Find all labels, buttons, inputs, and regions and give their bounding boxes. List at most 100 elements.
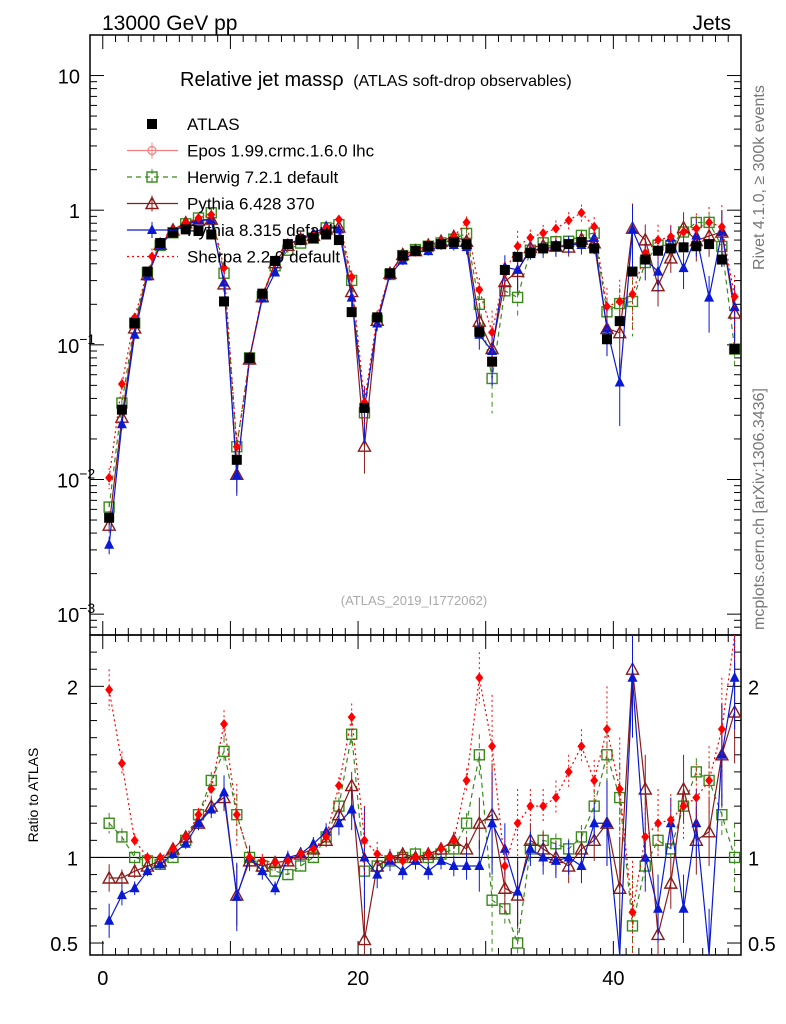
ratio-y-tick-label-right: 0.5 xyxy=(748,934,776,956)
marker-filled-triangle xyxy=(640,851,651,862)
marker-open-triangle xyxy=(663,875,678,889)
marker-filled-triangle xyxy=(678,262,689,273)
marker-filled-triangle xyxy=(129,328,140,339)
marker-filled-diamond xyxy=(730,291,739,302)
marker-filled-triangle xyxy=(589,817,600,828)
marker-filled-square xyxy=(295,235,306,246)
marker-filled-triangle xyxy=(589,231,600,242)
legend-label: Epos 1.99.crmc.1.6.0 lhc xyxy=(187,142,375,161)
marker-filled-triangle xyxy=(231,890,242,901)
marker-filled-diamond xyxy=(181,831,190,842)
marker-open-square xyxy=(690,766,703,778)
marker-filled-square xyxy=(129,318,140,329)
marker-filled-diamond xyxy=(194,212,203,223)
marker-filled-diamond xyxy=(296,849,305,860)
marker-filled-square xyxy=(231,454,242,465)
marker-filled-diamond xyxy=(551,223,560,234)
marker-filled-diamond xyxy=(526,801,535,812)
marker-filled-diamond xyxy=(232,441,241,452)
header-right: Jets xyxy=(692,12,731,35)
y-tick-label-exponent: −2 xyxy=(79,465,95,481)
marker-filled-diamond xyxy=(539,801,548,812)
chart-title-sub: (ATLAS soft-drop observables) xyxy=(353,73,571,90)
marker-filled-square xyxy=(691,241,702,252)
marker-filled-diamond xyxy=(628,289,637,300)
marker-filled-diamond xyxy=(577,207,586,218)
marker-filled-square xyxy=(474,326,485,337)
marker-filled-diamond xyxy=(641,831,650,842)
marker-open-triangle xyxy=(612,325,627,339)
ratio-y-tick-label-left: 2 xyxy=(67,677,78,699)
marker-open-triangle xyxy=(357,932,372,946)
marker-open-square xyxy=(716,808,728,821)
marker-filled-diamond xyxy=(679,801,688,812)
marker-filled-triangle xyxy=(397,865,408,876)
y-tick-label: 10−3 xyxy=(57,600,95,627)
marker-filled-square xyxy=(487,356,498,367)
legend-label: Pythia 8.315 default xyxy=(187,221,338,240)
marker-filled-square xyxy=(384,268,395,279)
marker-filled-diamond xyxy=(334,780,343,791)
chart-title: Relative jet massρ (ATLAS soft-drop obse… xyxy=(180,69,572,91)
marker-filled-triangle xyxy=(333,817,344,828)
marker-filled-triangle xyxy=(627,223,638,234)
marker-filled-square xyxy=(219,296,230,307)
marker-filled-diamond xyxy=(615,296,624,307)
marker-filled-diamond xyxy=(360,835,369,846)
marker-filled-triangle xyxy=(512,885,523,896)
marker-filled-square xyxy=(193,226,204,237)
marker-filled-diamond xyxy=(220,718,229,729)
y-tick-label: 1 xyxy=(69,201,80,223)
marker-filled-diamond xyxy=(207,209,216,220)
marker-filled-square xyxy=(410,245,421,256)
marker-filled-diamond xyxy=(526,232,535,243)
marker-filled-triangle xyxy=(729,671,740,682)
series-atlas-data xyxy=(104,224,740,523)
marker-filled-square xyxy=(282,239,293,250)
marker-filled-triangle xyxy=(563,851,574,862)
marker-filled-diamond xyxy=(679,226,688,237)
marker-filled-square xyxy=(142,266,153,277)
legend-label: ATLAS xyxy=(187,115,240,134)
marker-filled-square xyxy=(116,404,127,415)
ratio-y-tick-label-right: 2 xyxy=(748,677,759,699)
series-ratio-open-triangle xyxy=(101,635,742,955)
marker-filled-triangle xyxy=(653,902,664,913)
marker-filled-square xyxy=(678,242,689,253)
marker-open-square xyxy=(294,860,307,872)
marker-filled-square xyxy=(601,334,612,345)
marker-filled-diamond xyxy=(577,741,586,752)
marker-open-triangle xyxy=(676,781,691,795)
marker-filled-diamond xyxy=(602,301,611,312)
watermark: (ATLAS_2019_I1772062) xyxy=(341,593,487,608)
marker-filled-diamond xyxy=(705,775,714,786)
marker-filled-triangle xyxy=(576,860,587,871)
marker-filled-square xyxy=(321,229,332,240)
series-ratio-filled-diamond xyxy=(105,634,736,955)
y-tick-label-base: 10 xyxy=(57,336,79,358)
marker-filled-triangle xyxy=(601,322,612,333)
marker-filled-diamond xyxy=(641,247,650,258)
marker-filled-diamond xyxy=(207,784,216,795)
marker-filled-diamond xyxy=(717,221,726,232)
y-tick-label: 10−2 xyxy=(57,465,95,492)
marker-filled-square xyxy=(180,224,191,235)
marker-filled-diamond xyxy=(590,221,599,232)
marker-filled-square xyxy=(499,264,510,275)
y-tick-label-exponent: −3 xyxy=(79,600,95,616)
ratio-panel-frame xyxy=(89,634,742,956)
marker-open-triangle xyxy=(101,870,117,884)
marker-open-square xyxy=(116,831,128,843)
marker-filled-diamond xyxy=(398,855,407,866)
marker-open-triangle xyxy=(127,863,142,877)
marker-filled-diamond xyxy=(322,831,331,842)
marker-filled-triangle xyxy=(333,223,344,234)
marker-filled-square xyxy=(640,254,651,265)
marker-filled-square xyxy=(729,344,740,355)
marker-filled-triangle xyxy=(231,469,242,480)
marker-open-triangle xyxy=(701,824,717,838)
marker-filled-square xyxy=(155,238,166,249)
marker-filled-diamond xyxy=(666,814,675,825)
marker-filled-triangle xyxy=(116,418,127,429)
